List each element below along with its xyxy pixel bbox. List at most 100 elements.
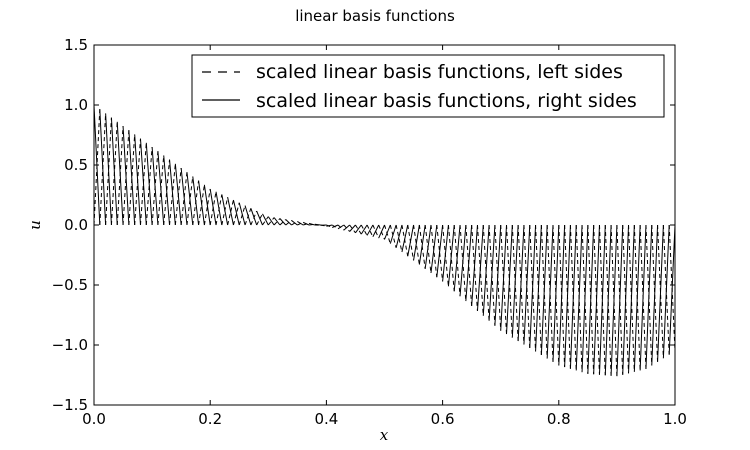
- right-side-segment: [297, 220, 304, 226]
- right-side-segment: [482, 224, 490, 316]
- right-side-segment: [401, 224, 409, 253]
- left-side-segment: [546, 224, 554, 362]
- right-side-segment: [221, 194, 229, 226]
- left-side-segment: [360, 224, 368, 236]
- right-side-segment: [291, 220, 298, 226]
- right-side-segment: [198, 180, 205, 226]
- x-axis-label: x: [380, 426, 389, 444]
- left-side-segment: [616, 224, 624, 375]
- right-side-segment: [465, 224, 473, 302]
- left-side-segment: [256, 213, 263, 226]
- right-side-segment: [511, 224, 519, 338]
- left-side-segment: [105, 117, 112, 226]
- left-side-segment: [337, 224, 345, 231]
- left-side-segment: [163, 159, 171, 226]
- right-side-segment: [285, 219, 292, 226]
- right-side-segment: [442, 224, 449, 282]
- right-side-segment: [366, 224, 374, 236]
- right-side-segment: [540, 224, 548, 355]
- left-side-segment: [430, 224, 438, 278]
- right-side-segment: [488, 224, 496, 321]
- right-side-segment: [633, 224, 641, 372]
- right-side-segment: [651, 224, 659, 366]
- left-side-segment: [180, 172, 188, 226]
- right-side-segment: [552, 224, 560, 362]
- left-side-segment: [232, 202, 240, 226]
- right-side-segment: [238, 202, 246, 226]
- left-side-segment: [622, 224, 630, 374]
- left-side-segment: [587, 224, 595, 375]
- right-side-segment: [326, 224, 333, 227]
- right-side-segment: [593, 224, 600, 375]
- right-side-segment: [186, 172, 194, 226]
- chart-title: linear basis functions: [295, 7, 455, 25]
- right-side-segment: [453, 224, 461, 292]
- right-side-segment: [616, 224, 624, 377]
- right-side-segment: [494, 224, 502, 326]
- right-side-segment: [581, 224, 589, 373]
- x-tick-label: 1.0: [663, 410, 687, 428]
- right-side-segment: [384, 224, 391, 240]
- right-side-segment: [139, 138, 147, 226]
- left-side-segment: [366, 224, 374, 237]
- right-side-segment: [639, 224, 647, 371]
- right-side-segment: [355, 224, 362, 234]
- left-side-segment: [384, 224, 391, 244]
- legend-box: [191, 54, 665, 118]
- right-side-segment: [575, 224, 583, 371]
- legend-label-left-sides: scaled linear basis functions, left side…: [256, 61, 623, 83]
- right-side-segment: [151, 146, 159, 226]
- right-side-segment: [569, 224, 577, 369]
- left-side-segment: [581, 224, 589, 374]
- left-side-segment: [326, 224, 333, 228]
- right-side-segment: [424, 224, 432, 269]
- left-side-segment: [331, 224, 339, 230]
- right-side-segment: [227, 197, 234, 226]
- right-side-segment: [110, 117, 118, 226]
- left-side-segment: [203, 188, 211, 226]
- right-side-segment: [500, 224, 508, 331]
- y-tick-label: −1.5: [52, 396, 88, 414]
- right-side-segment: [157, 151, 165, 226]
- right-side-segment: [203, 184, 211, 226]
- left-side-segment: [389, 224, 397, 248]
- y-tick-label: 1.5: [64, 36, 88, 54]
- right-side-segment: [558, 224, 566, 366]
- left-side-segment: [500, 224, 508, 335]
- right-side-segment: [215, 191, 223, 226]
- right-side-segment: [645, 224, 653, 370]
- left-side-segment: [343, 224, 351, 232]
- left-side-segment: [593, 224, 600, 375]
- right-side-segment: [604, 224, 612, 376]
- right-side-segment: [360, 224, 368, 235]
- right-side-segment: [122, 125, 130, 226]
- left-side-segment: [273, 218, 281, 226]
- left-side-segment: [279, 219, 287, 226]
- x-tick-label: 0.4: [314, 410, 338, 428]
- x-tick-label: 0.0: [82, 410, 106, 428]
- x-tick-label: 0.6: [431, 410, 455, 428]
- right-side-segment: [668, 224, 676, 355]
- right-side-segment: [337, 224, 345, 230]
- right-side-segment: [279, 218, 287, 226]
- left-side-segment: [482, 224, 490, 321]
- right-side-segment: [209, 188, 217, 226]
- right-side-segment: [378, 224, 385, 239]
- right-side-segment: [657, 224, 664, 362]
- y-tick-label: 1.0: [64, 96, 88, 114]
- left-side-segment: [99, 113, 107, 226]
- right-side-segment: [192, 176, 200, 226]
- right-side-segment: [332, 224, 339, 228]
- right-side-segment: [180, 167, 188, 226]
- right-side-segment: [302, 221, 310, 226]
- left-side-segment: [262, 216, 269, 226]
- legend: scaled linear basis functions, left side…: [191, 54, 665, 118]
- right-side-segment: [244, 205, 252, 226]
- left-side-segment: [267, 217, 275, 226]
- right-side-segment: [273, 217, 281, 226]
- right-side-segment: [447, 224, 455, 287]
- right-side-segment: [128, 130, 136, 226]
- right-side-segment: [506, 224, 513, 335]
- right-side-segment: [407, 224, 415, 257]
